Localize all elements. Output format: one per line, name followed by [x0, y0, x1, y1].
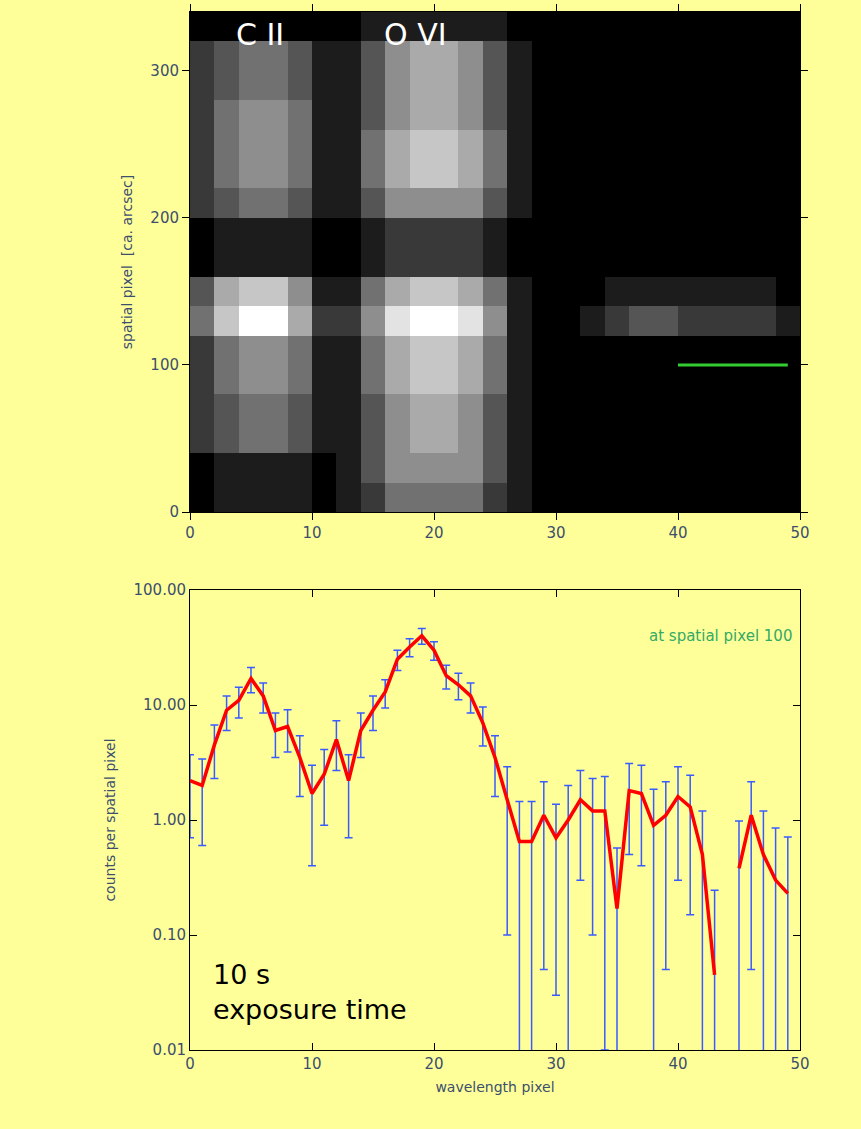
svg-text:spatial pixel [ca. arcsec]: spatial pixel [ca. arcsec] — [119, 175, 135, 350]
svg-text:20: 20 — [424, 1055, 443, 1073]
svg-text:0: 0 — [185, 1055, 195, 1073]
svg-text:10.00: 10.00 — [143, 696, 186, 714]
svg-text:10 sexposure time: 10 sexposure time — [213, 959, 407, 1025]
svg-text:0.01: 0.01 — [153, 1041, 186, 1059]
svg-text:counts per spatial pixel: counts per spatial pixel — [102, 738, 118, 901]
svg-text:10: 10 — [302, 524, 321, 542]
svg-text:0: 0 — [185, 524, 195, 542]
svg-text:300: 300 — [150, 62, 179, 80]
svg-text:40: 40 — [668, 524, 687, 542]
svg-text:C II: C II — [236, 17, 284, 52]
svg-text:O VI: O VI — [384, 17, 447, 52]
svg-text:1.00: 1.00 — [153, 811, 186, 829]
svg-text:200: 200 — [150, 209, 179, 227]
svg-text:wavelength pixel: wavelength pixel — [435, 1079, 554, 1095]
svg-text:40: 40 — [668, 1055, 687, 1073]
svg-text:0.10: 0.10 — [153, 926, 186, 944]
svg-text:20: 20 — [424, 524, 443, 542]
svg-text:10: 10 — [302, 1055, 321, 1073]
svg-text:at spatial pixel 100: at spatial pixel 100 — [649, 627, 792, 645]
svg-text:100: 100 — [150, 356, 179, 374]
svg-text:30: 30 — [546, 1055, 565, 1073]
svg-text:50: 50 — [790, 1055, 809, 1073]
svg-text:0: 0 — [169, 503, 179, 521]
svg-text:100.00: 100.00 — [134, 581, 187, 599]
svg-text:50: 50 — [790, 524, 809, 542]
svg-text:30: 30 — [546, 524, 565, 542]
